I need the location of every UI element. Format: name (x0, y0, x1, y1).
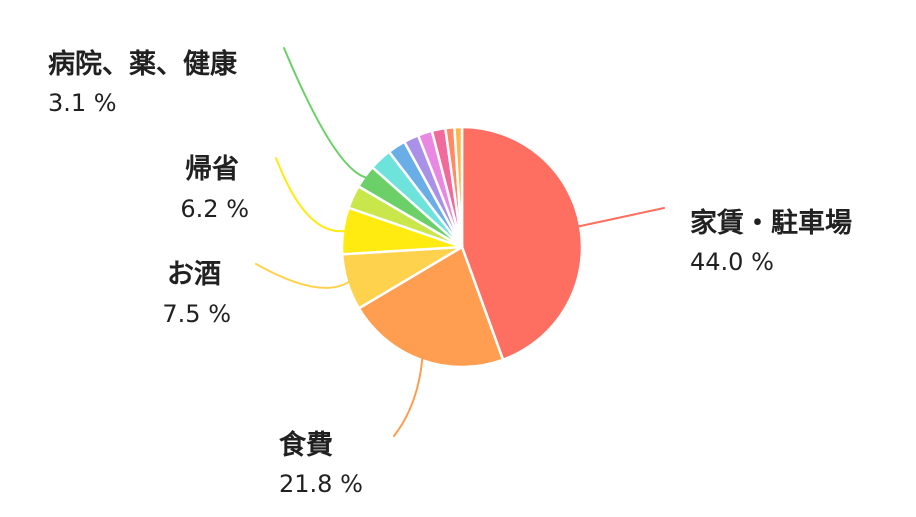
leader-lines (255, 47, 665, 437)
leader-line-food (393, 357, 424, 437)
slice-value-rent: 44.0 % (690, 248, 774, 276)
label-group-rent: 家賃・駐車場 44.0 % (690, 207, 852, 276)
slice-value-food: 21.8 % (279, 470, 363, 498)
leader-line-alcohol (255, 263, 351, 289)
label-group-food: 食費 21.8 % (279, 429, 363, 498)
slice-value-homecoming: 6.2 % (180, 195, 249, 223)
leader-line-homecoming (275, 157, 347, 233)
slice-label-health: 病院、薬、健康 (48, 48, 238, 80)
slice-value-health: 3.1 % (48, 89, 117, 117)
slice-label-rent: 家賃・駐車場 (690, 207, 852, 239)
leader-line-health (283, 47, 368, 179)
label-group-health: 病院、薬、健康 3.1 % (48, 48, 238, 117)
pie-slices (340, 125, 584, 369)
slice-label-food: 食費 (279, 429, 333, 461)
label-group-homecoming: 帰省 6.2 % (180, 154, 249, 223)
slice-label-homecoming: 帰省 (185, 154, 239, 185)
pie-slice-misc-8 (453, 125, 464, 249)
slice-value-alcohol: 7.5 % (162, 300, 231, 328)
label-group-alcohol: お酒 7.5 % (162, 259, 231, 328)
leader-line-rent (577, 207, 665, 228)
slice-label-alcohol: お酒 (167, 259, 221, 290)
